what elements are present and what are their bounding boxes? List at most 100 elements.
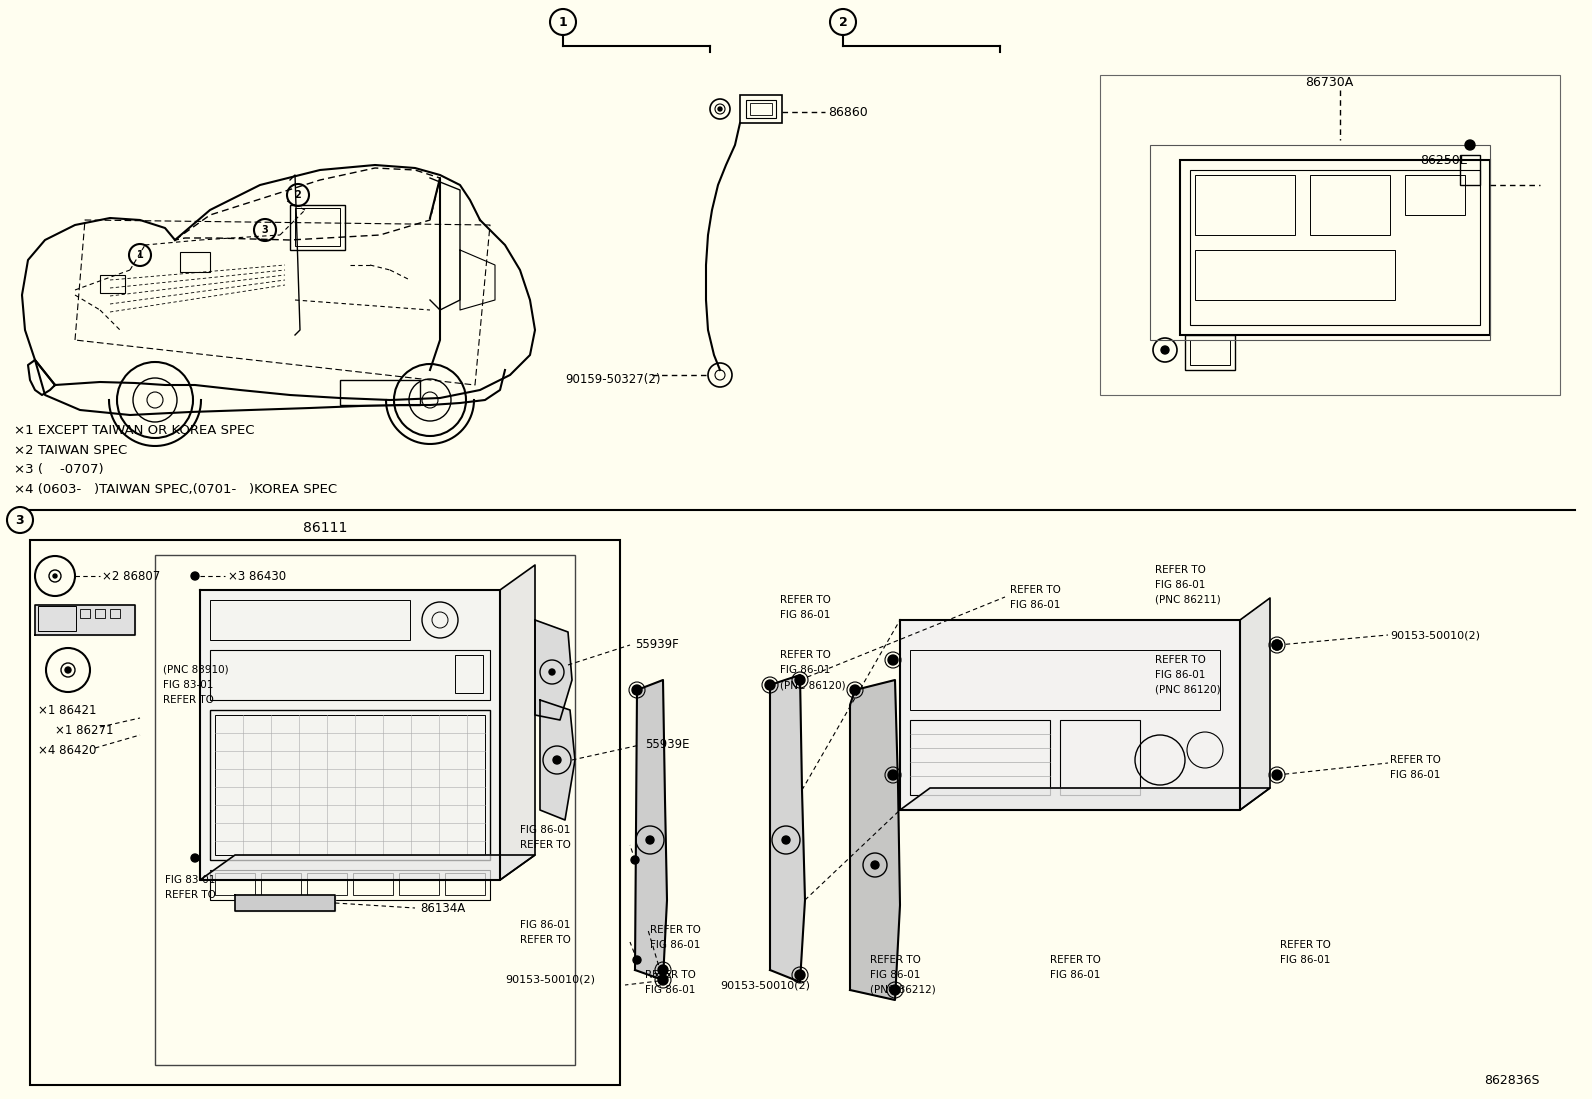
Text: ×3 86430: ×3 86430 bbox=[228, 569, 287, 582]
Text: REFER TO: REFER TO bbox=[869, 955, 920, 965]
Circle shape bbox=[646, 836, 654, 844]
Bar bbox=[30, 540, 619, 1085]
Bar bbox=[446, 873, 486, 895]
Circle shape bbox=[549, 669, 556, 675]
Circle shape bbox=[890, 985, 899, 995]
Polygon shape bbox=[771, 675, 806, 983]
Polygon shape bbox=[635, 680, 667, 980]
Text: FIG 86-01: FIG 86-01 bbox=[780, 610, 831, 620]
Circle shape bbox=[1465, 140, 1476, 149]
Polygon shape bbox=[1240, 598, 1270, 810]
Polygon shape bbox=[201, 855, 535, 880]
Bar bbox=[180, 252, 210, 271]
Circle shape bbox=[888, 770, 898, 780]
Text: FIG 83-01: FIG 83-01 bbox=[166, 875, 215, 885]
Text: ×1 86271: ×1 86271 bbox=[56, 723, 113, 736]
Text: (PNC 86120): (PNC 86120) bbox=[780, 680, 845, 690]
Text: 86730A: 86730A bbox=[1305, 76, 1353, 89]
Bar bbox=[215, 873, 255, 895]
Bar bbox=[210, 600, 411, 640]
Text: 90153-50010(2): 90153-50010(2) bbox=[720, 980, 810, 990]
Text: 3: 3 bbox=[16, 513, 24, 526]
Text: FIG 86-01: FIG 86-01 bbox=[1390, 770, 1441, 780]
Text: ×1 86421: ×1 86421 bbox=[38, 703, 97, 717]
Text: REFER TO: REFER TO bbox=[1051, 955, 1102, 965]
Text: 1: 1 bbox=[559, 15, 567, 29]
Text: FIG 86-01: FIG 86-01 bbox=[1156, 580, 1205, 590]
Text: 3: 3 bbox=[261, 225, 269, 235]
Text: 862836S: 862836S bbox=[1484, 1074, 1539, 1087]
Text: FIG 86-01: FIG 86-01 bbox=[645, 985, 696, 995]
Text: ×4 86420: ×4 86420 bbox=[38, 744, 97, 756]
Bar bbox=[1060, 720, 1140, 795]
Circle shape bbox=[657, 965, 669, 975]
Bar bbox=[400, 873, 439, 895]
Bar bbox=[341, 380, 420, 406]
Bar bbox=[1180, 160, 1490, 335]
Text: 90153-50010(2): 90153-50010(2) bbox=[505, 975, 595, 985]
Text: REFER TO: REFER TO bbox=[650, 925, 700, 935]
Polygon shape bbox=[535, 620, 572, 720]
Circle shape bbox=[850, 685, 860, 695]
Bar bbox=[353, 873, 393, 895]
Circle shape bbox=[1272, 770, 1282, 780]
Text: REFER TO: REFER TO bbox=[1390, 755, 1441, 765]
Bar bbox=[80, 609, 91, 618]
Circle shape bbox=[53, 574, 57, 578]
Circle shape bbox=[657, 975, 669, 985]
Text: FIG 86-01: FIG 86-01 bbox=[1051, 970, 1100, 980]
Text: (PNC 86120): (PNC 86120) bbox=[1156, 685, 1221, 695]
Bar bbox=[1189, 170, 1481, 325]
Bar bbox=[911, 650, 1219, 710]
Text: FIG 86-01: FIG 86-01 bbox=[780, 665, 831, 675]
Polygon shape bbox=[35, 606, 135, 635]
Circle shape bbox=[1161, 346, 1169, 354]
Polygon shape bbox=[899, 788, 1270, 810]
Text: REFER TO: REFER TO bbox=[1009, 585, 1060, 595]
Text: (PNC 86211): (PNC 86211) bbox=[1156, 595, 1221, 606]
Text: 2: 2 bbox=[295, 190, 301, 200]
Bar bbox=[100, 275, 126, 293]
Text: 55939F: 55939F bbox=[635, 639, 678, 652]
Text: ×4 (0603-   )TAIWAN SPEC,(0701-   )KOREA SPEC: ×4 (0603- )TAIWAN SPEC,(0701- )KOREA SPE… bbox=[14, 484, 338, 497]
Text: FIG 83-01: FIG 83-01 bbox=[162, 680, 213, 690]
Bar bbox=[290, 206, 345, 249]
Bar bbox=[215, 715, 486, 855]
Text: (PNC 83910): (PNC 83910) bbox=[162, 665, 229, 675]
Bar bbox=[750, 103, 772, 115]
Bar bbox=[1100, 75, 1560, 395]
Text: 86250E: 86250E bbox=[1420, 154, 1468, 167]
Text: 2: 2 bbox=[839, 15, 847, 29]
Text: FIG 86-01: FIG 86-01 bbox=[1156, 670, 1205, 680]
Polygon shape bbox=[899, 620, 1240, 810]
Text: REFER TO: REFER TO bbox=[780, 595, 831, 606]
Bar bbox=[1196, 249, 1395, 300]
Text: FIG 86-01: FIG 86-01 bbox=[869, 970, 920, 980]
Text: REFER TO: REFER TO bbox=[1280, 940, 1331, 950]
Text: FIG 86-01: FIG 86-01 bbox=[521, 920, 570, 930]
Circle shape bbox=[782, 836, 790, 844]
Text: 90159-50327(2): 90159-50327(2) bbox=[565, 374, 661, 387]
Circle shape bbox=[191, 854, 199, 862]
Circle shape bbox=[888, 655, 898, 665]
Bar bbox=[307, 873, 347, 895]
Bar bbox=[110, 609, 119, 618]
Text: (PNC 86212): (PNC 86212) bbox=[869, 985, 936, 995]
Polygon shape bbox=[201, 590, 500, 880]
Circle shape bbox=[552, 756, 560, 764]
Text: REFER TO: REFER TO bbox=[521, 935, 572, 945]
Bar bbox=[911, 720, 1051, 795]
Text: FIG 86-01: FIG 86-01 bbox=[521, 825, 570, 835]
Text: REFER TO: REFER TO bbox=[780, 650, 831, 660]
Bar bbox=[1406, 175, 1465, 215]
Circle shape bbox=[794, 675, 806, 685]
Text: 55939E: 55939E bbox=[645, 739, 689, 752]
Bar bbox=[261, 873, 301, 895]
Text: FIG 86-01: FIG 86-01 bbox=[1280, 955, 1331, 965]
Text: REFER TO: REFER TO bbox=[1156, 655, 1205, 665]
Circle shape bbox=[630, 856, 638, 864]
Polygon shape bbox=[540, 700, 575, 820]
Text: REFER TO: REFER TO bbox=[521, 840, 572, 850]
Circle shape bbox=[1272, 640, 1282, 650]
Text: FIG 86-01: FIG 86-01 bbox=[650, 940, 700, 950]
